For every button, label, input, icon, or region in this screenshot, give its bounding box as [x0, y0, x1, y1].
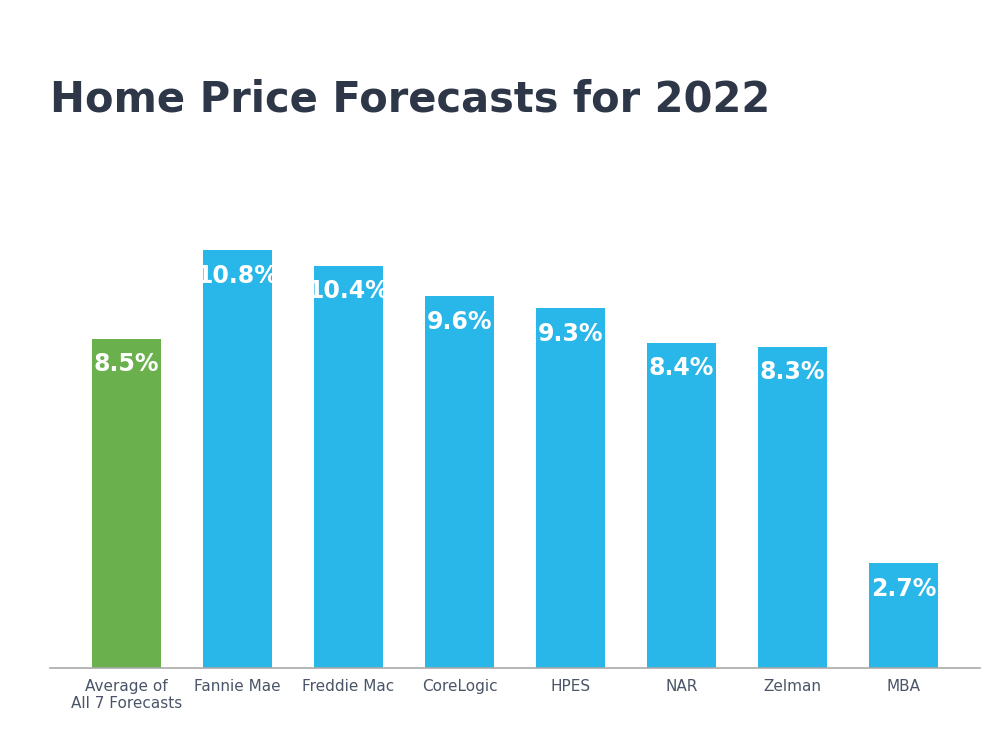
- Text: 10.8%: 10.8%: [197, 263, 279, 287]
- Text: 8.3%: 8.3%: [760, 360, 825, 384]
- Text: 2.7%: 2.7%: [871, 577, 936, 601]
- Text: 9.3%: 9.3%: [538, 322, 603, 346]
- Bar: [203, 250, 272, 668]
- Bar: [536, 308, 605, 668]
- Text: 8.5%: 8.5%: [94, 352, 159, 376]
- Text: 10.4%: 10.4%: [308, 279, 389, 303]
- Bar: [92, 339, 161, 668]
- Bar: [425, 296, 494, 668]
- Text: Home Price Forecasts for 2022: Home Price Forecasts for 2022: [50, 79, 770, 121]
- Bar: [314, 266, 383, 668]
- Text: 8.4%: 8.4%: [649, 356, 714, 380]
- Bar: [647, 343, 716, 668]
- Bar: [758, 346, 827, 668]
- Bar: [869, 563, 938, 668]
- Text: 9.6%: 9.6%: [427, 310, 492, 334]
